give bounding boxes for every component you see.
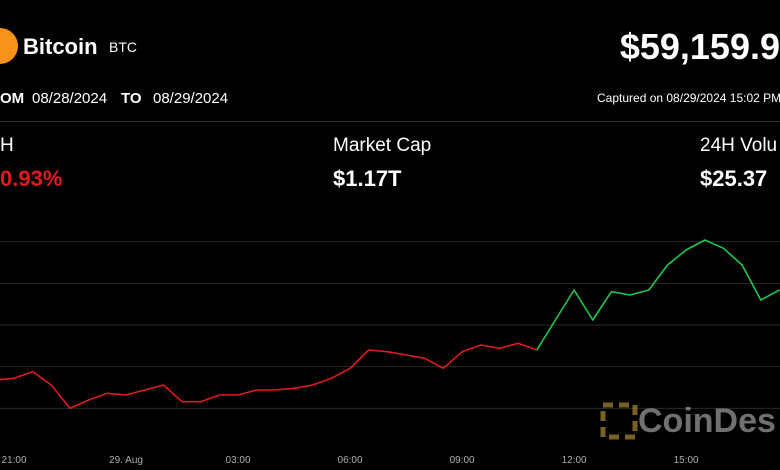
- from-date: 08/28/2024: [32, 90, 108, 107]
- coin-icon: [0, 28, 18, 64]
- divider: [0, 121, 780, 122]
- captured: Captured on 08/29/2024 15:02 PM: [597, 91, 780, 105]
- from-label: OM: [0, 90, 25, 107]
- x-tick-label: 21:00: [1, 455, 26, 466]
- price-line: [0, 342, 538, 410]
- x-tick-label: 09:00: [450, 455, 475, 466]
- stat-value: $25.37: [700, 166, 768, 191]
- stat-label: Market Cap: [333, 135, 432, 156]
- x-tick-label: 15:00: [674, 455, 699, 466]
- stat-value: 0.93%: [0, 166, 63, 191]
- x-tick-label: 12:00: [562, 455, 587, 466]
- price: $59,159.9: [619, 26, 780, 67]
- price-line: [536, 239, 780, 351]
- watermark-logo: [600, 402, 638, 440]
- stat-value: $1.17T: [333, 166, 402, 191]
- x-tick-label: 03:00: [226, 455, 251, 466]
- coin-symbol: BTC: [109, 39, 137, 55]
- stat-label: 24H Volu: [700, 135, 778, 156]
- x-tick-label: 06:00: [338, 455, 363, 466]
- x-tick-label: 29. Aug: [109, 455, 143, 466]
- to-date: 08/29/2024: [153, 90, 229, 107]
- to-label: TO: [121, 90, 142, 107]
- watermark: CoinDes: [600, 402, 776, 440]
- watermark-text: CoinDes: [638, 402, 776, 440]
- stat-label: H: [0, 135, 14, 156]
- coin-name: Bitcoin: [23, 34, 98, 59]
